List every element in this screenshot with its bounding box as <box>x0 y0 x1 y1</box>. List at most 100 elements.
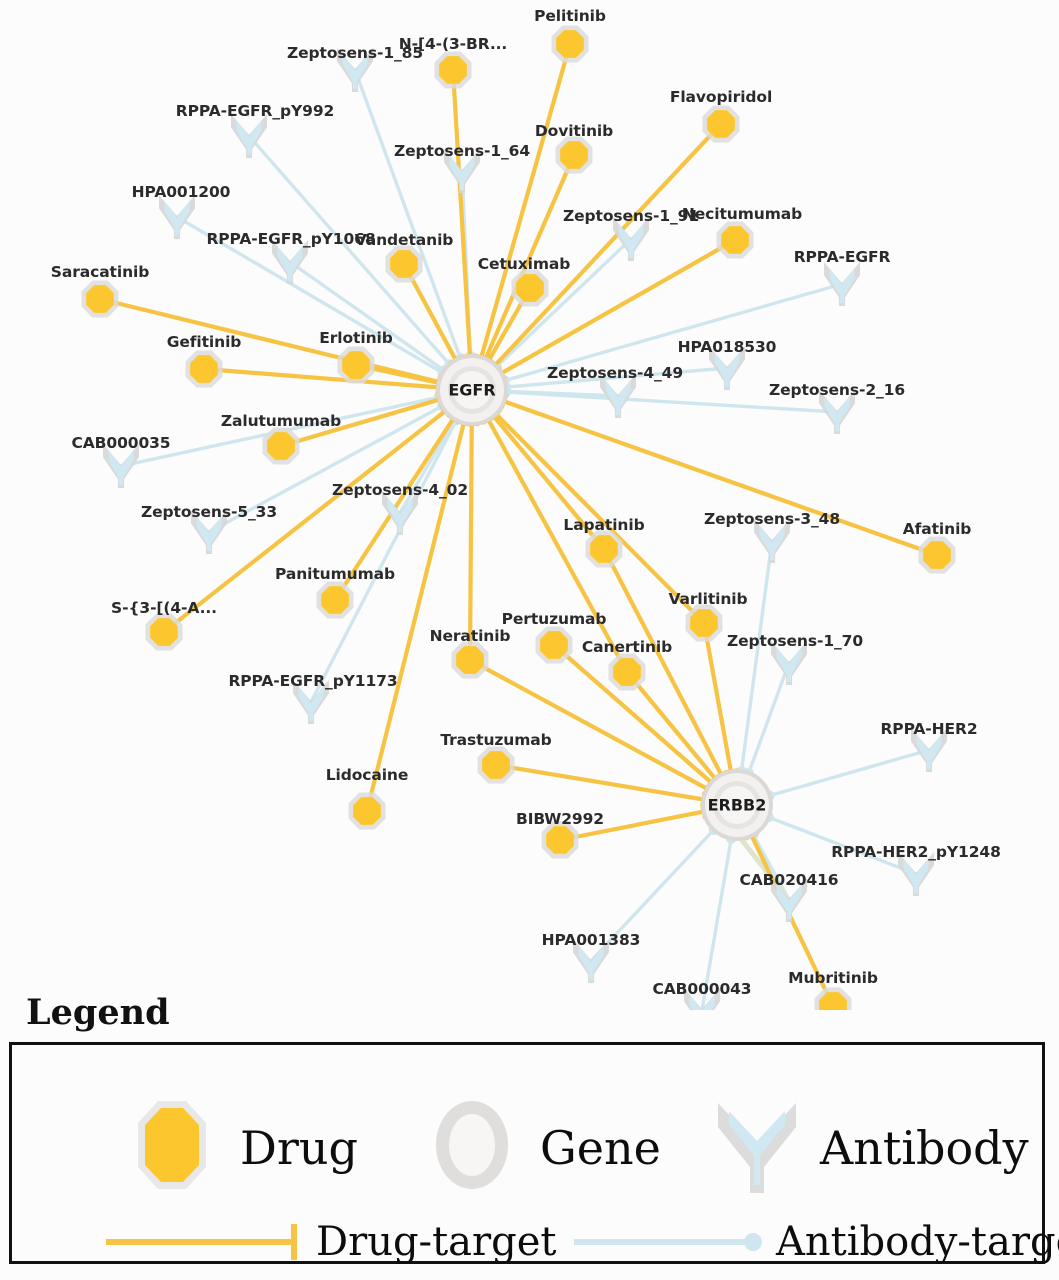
legend-item-gene: Gene <box>412 1093 661 1203</box>
drug-edge-afatinib-egfr <box>501 399 940 558</box>
legend-shape-row: Drug Gene Antibody <box>12 1093 1042 1203</box>
antibody-node-rppa-her2-py1248[interactable] <box>903 858 929 893</box>
antibody-edge-zeptosens-1-91 <box>494 237 633 369</box>
drug-node-saracatinib[interactable] <box>86 285 114 313</box>
drug-edge-saracatinib-egfr <box>97 296 442 385</box>
antibody-node-zeptosens-1-85[interactable] <box>342 54 368 89</box>
antibody-edge-hpa001200 <box>175 215 445 375</box>
antibody-node-rppa-egfr-py1173[interactable] <box>298 686 324 721</box>
drug-edge-s-3-4-a-egfr <box>161 408 448 635</box>
drug-node-cetuximab[interactable] <box>516 274 544 302</box>
antibody-edge-rppa-her2 <box>767 748 931 798</box>
antibody-edge-rppa-her2-py1248 <box>767 815 918 876</box>
antibody-node-group <box>103 48 947 1010</box>
gene-label-egfr: EGFR <box>448 380 496 400</box>
drug-node-zalutumumab[interactable] <box>267 432 295 460</box>
antibody-node-zeptosens-4-49[interactable] <box>605 380 631 415</box>
drug-edge-trastuzumab-erbb2 <box>493 762 706 802</box>
drug-edge-mubritinib-erbb2 <box>749 833 836 1009</box>
legend-box: Drug Gene Antibody <box>9 1042 1059 1264</box>
drug-edge-lapatinib-egfr <box>491 414 607 552</box>
drug-node-panitumumab[interactable] <box>321 586 349 614</box>
antibody-edge-zeptosens-3-48 <box>739 539 774 773</box>
drug-edge-zalutumumab-egfr <box>278 397 442 449</box>
drug-node-vandetanib[interactable] <box>390 250 418 278</box>
drug-node-mubritinib[interactable] <box>819 992 847 1010</box>
legend-label-drug: Drug <box>240 1121 358 1175</box>
drug-edge-varlitinib-erbb2 <box>701 620 734 774</box>
drug-node-bibw2992[interactable] <box>546 826 574 854</box>
antibody-node-cab000043[interactable] <box>689 994 715 1010</box>
antibody-edge-zeptosens-5-33 <box>207 404 444 534</box>
drug-node-s-3-4-a[interactable] <box>150 618 178 646</box>
antibody-edge-zeptosens-1-70 <box>746 661 791 775</box>
antibody-node-hpa001200[interactable] <box>164 201 190 236</box>
antibody-node-zeptosens-4-02[interactable] <box>387 497 413 532</box>
drug-node-gefitinib[interactable] <box>190 355 218 383</box>
drug-edge-neratinib-erbb2 <box>467 657 710 791</box>
drug-node-dovitinib[interactable] <box>560 141 588 169</box>
drug-node-lapatinib[interactable] <box>590 535 618 563</box>
antibody-node-zeptosens-3-48[interactable] <box>759 525 785 560</box>
legend-item-drug: Drug <box>112 1093 358 1203</box>
legend-label-antibody-target: Antibody-target <box>776 1219 1059 1265</box>
antibody-node-zeptosens-1-91[interactable] <box>618 223 644 258</box>
drug-node-neratinib[interactable] <box>456 646 484 674</box>
antibody-node-hpa018530[interactable] <box>714 352 740 387</box>
antibody-edge-group <box>119 68 931 1010</box>
antibody-edge-rppa-egfr-py1173 <box>309 418 459 704</box>
antibody-edge-zeptosens-2-16 <box>504 390 839 414</box>
chevron-icon <box>718 1103 796 1193</box>
drug-node-flavopiridol[interactable] <box>707 110 735 138</box>
antibody-node-zeptosens-1-70[interactable] <box>776 647 802 682</box>
drug-edge-canertinib-egfr <box>486 417 630 675</box>
drug-node-group <box>81 25 956 1010</box>
octagon-icon <box>138 1101 206 1189</box>
antibody-edge-cab000043 <box>700 836 733 1010</box>
antibody-edge-hpa018530 <box>504 366 729 389</box>
drug-node-trastuzumab[interactable] <box>482 751 510 779</box>
drug-node-n-4-3-br[interactable] <box>439 56 467 84</box>
antibody-node-rppa-egfr[interactable] <box>829 268 855 303</box>
legend-item-drug-target: Drug-target <box>102 1215 556 1269</box>
drug-node-canertinib[interactable] <box>613 658 641 686</box>
antibody-node-cab000035[interactable] <box>108 450 134 485</box>
drug-node-varlitinib[interactable] <box>690 609 718 637</box>
drug-edge-gefitinib-egfr <box>201 366 441 390</box>
antibody-node-rppa-egfr-py1068[interactable] <box>277 246 303 281</box>
drug-node-afatinib[interactable] <box>923 541 951 569</box>
drug-node-pelitinib[interactable] <box>556 30 584 58</box>
antibody-node-rppa-egfr-py992[interactable] <box>236 120 262 155</box>
ring-icon <box>436 1101 508 1189</box>
gene-node-core-erbb2[interactable] <box>718 786 756 824</box>
antibody-node-zeptosens-5-33[interactable] <box>196 516 222 551</box>
tbar-line-icon <box>106 1224 297 1260</box>
antibody-edge-hpa001383 <box>589 828 716 963</box>
drug-edge-neratinib-egfr <box>467 421 474 663</box>
circle-line-icon <box>574 1233 762 1251</box>
drug-edge-lapatinib-erbb2 <box>601 546 724 777</box>
gene-node-core-egfr[interactable] <box>453 371 491 409</box>
antibody-node-rppa-her2[interactable] <box>916 734 942 769</box>
drug-edge-n-4-3-br-egfr <box>450 67 473 359</box>
legend-label-gene: Gene <box>540 1121 661 1175</box>
drug-edge-canertinib-erbb2 <box>624 669 718 781</box>
drug-edge-pertuzumab-erbb2 <box>551 642 714 785</box>
gene-label-erbb2: ERBB2 <box>707 795 767 815</box>
drug-edge-pelitinib-egfr <box>479 41 573 360</box>
antibody-edge-rppa-egfr <box>502 282 844 383</box>
drug-node-erlotinib[interactable] <box>342 351 370 379</box>
drug-edge-dovitinib-egfr <box>483 152 577 361</box>
drug-edge-varlitinib-egfr <box>493 411 707 626</box>
drug-node-necitumumab[interactable] <box>721 226 749 254</box>
drug-edge-flavopiridol-egfr <box>493 121 724 368</box>
drug-node-pertuzumab[interactable] <box>540 631 568 659</box>
legend-item-antibody: Antibody <box>702 1093 1029 1203</box>
antibody-node-zeptosens-2-16[interactable] <box>824 396 850 431</box>
antibody-node-cab020416[interactable] <box>776 884 802 919</box>
drug-node-lidocaine[interactable] <box>353 797 381 825</box>
antibody-node-hpa001383[interactable] <box>578 945 604 980</box>
antibody-node-zeptosens-1-64[interactable] <box>449 155 475 190</box>
antibody-edge-rppa-egfr-py992 <box>247 134 452 367</box>
